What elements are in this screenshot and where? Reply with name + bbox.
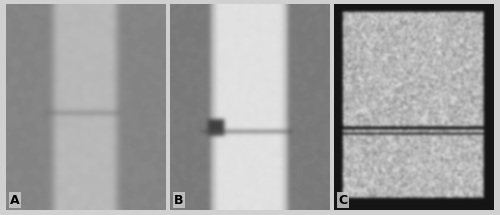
Text: A: A — [10, 194, 20, 207]
Text: C: C — [338, 194, 347, 207]
Text: B: B — [174, 194, 184, 207]
